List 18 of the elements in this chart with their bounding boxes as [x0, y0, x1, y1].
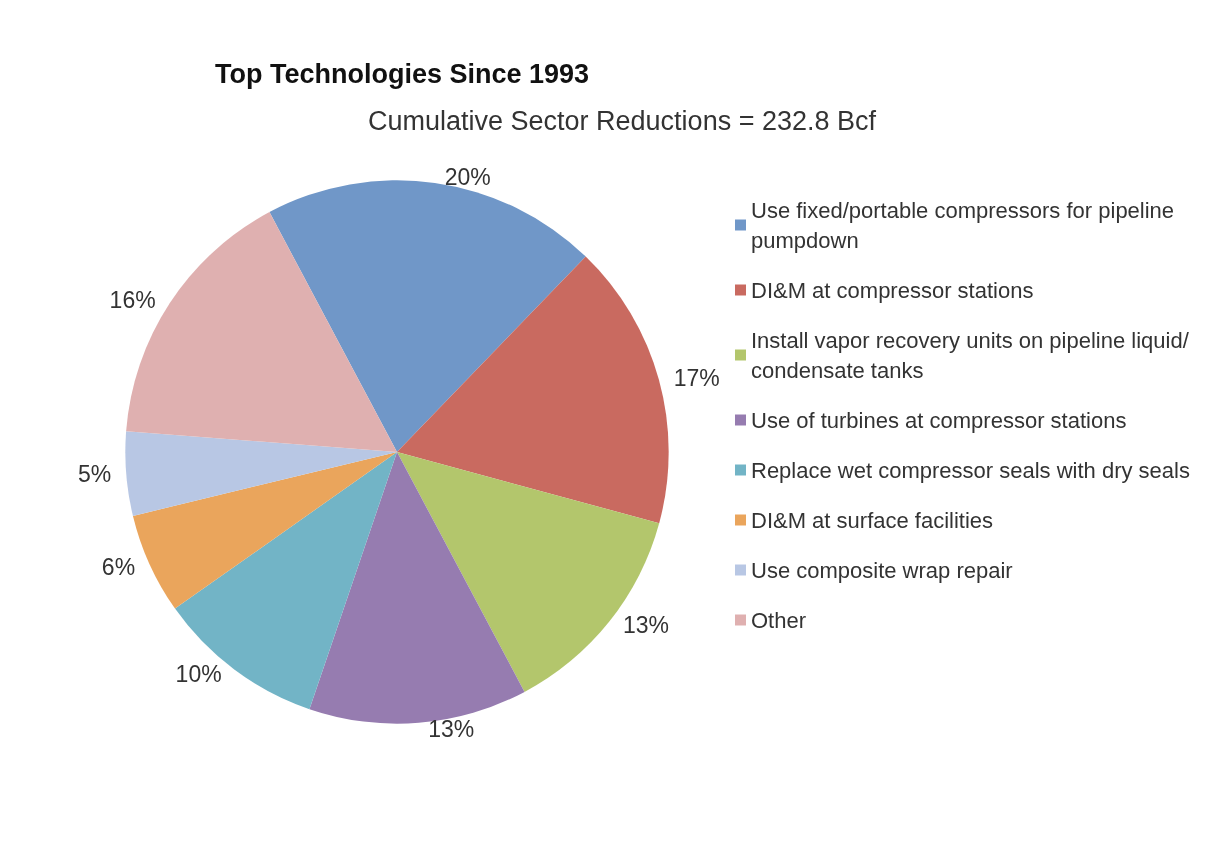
data-label: 6%: [101, 553, 136, 580]
data-label: 16%: [109, 286, 156, 313]
chart-title: Top Technologies Since 1993: [214, 58, 590, 89]
data-label: 13%: [428, 715, 475, 742]
legend-label: Other: [751, 607, 807, 633]
legend-label: Install vapor recovery units on pipeline liquid/condensate tanks: [751, 327, 1190, 383]
legend-label: Use fixed/portable compressors for pipeline pumpdown: [751, 197, 1181, 253]
data-label: 20%: [444, 164, 491, 191]
data-label: 17%: [673, 365, 720, 392]
legend-label: Replace wet compressor seals with dry seals: [751, 457, 1190, 483]
legend-label: Use of turbines at compressor stations: [751, 407, 1127, 433]
data-label: 5%: [77, 461, 112, 488]
data-label: 13%: [623, 612, 670, 639]
legend-label: DI&M at surface facilities: [751, 507, 994, 533]
legend-label: DI&M at compressor stations: [751, 277, 1034, 303]
chart-subtitle: Cumulative Sector Reductions = 232.8 Bcf: [367, 105, 877, 136]
legend-label: Use composite wrap repair: [751, 557, 1013, 583]
data-label: 10%: [175, 661, 222, 688]
